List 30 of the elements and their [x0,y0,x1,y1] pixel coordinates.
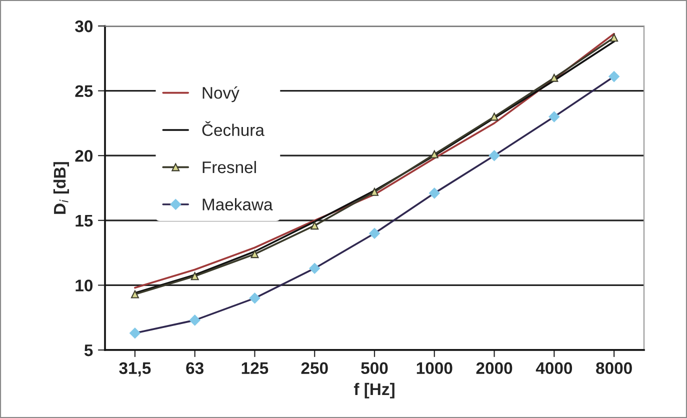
point [250,250,259,258]
x-tick-label: 31,5 [119,362,151,376]
x-tick-label: 500 [361,362,388,374]
y-tick-label: 30 [75,20,93,32]
legend-label: Nový [202,86,240,102]
point [550,74,558,82]
x-tick-label: 63 [186,362,204,374]
point [490,112,498,121]
x-tick-label: 8000 [596,362,632,374]
point [370,188,378,196]
y-tick-label: 25 [75,85,93,98]
y-tick-label: 10 [76,280,93,292]
legend-label: Fresnel [202,160,256,174]
x-tick-label: 125 [242,362,268,374]
point [190,272,199,280]
x-tick-label: 4000 [536,362,572,374]
x-tick-label: 1000 [416,362,452,374]
x-axis-title: f [Hz] [354,382,394,398]
point [310,222,319,230]
y-axis-title: D$_{i}$ [dB] [53,162,69,214]
x-tick-label: 2000 [476,362,512,374]
point [430,150,438,158]
point [130,290,139,298]
y-tick-label: 20 [75,150,93,162]
point [610,34,618,42]
y-tick-label: 15 [76,214,93,227]
y-tick-label: 5 [84,344,93,356]
legend-label: Maekawa [202,198,273,210]
x-tick-label: 250 [301,362,328,374]
legend-label: Čechura [202,121,264,136]
